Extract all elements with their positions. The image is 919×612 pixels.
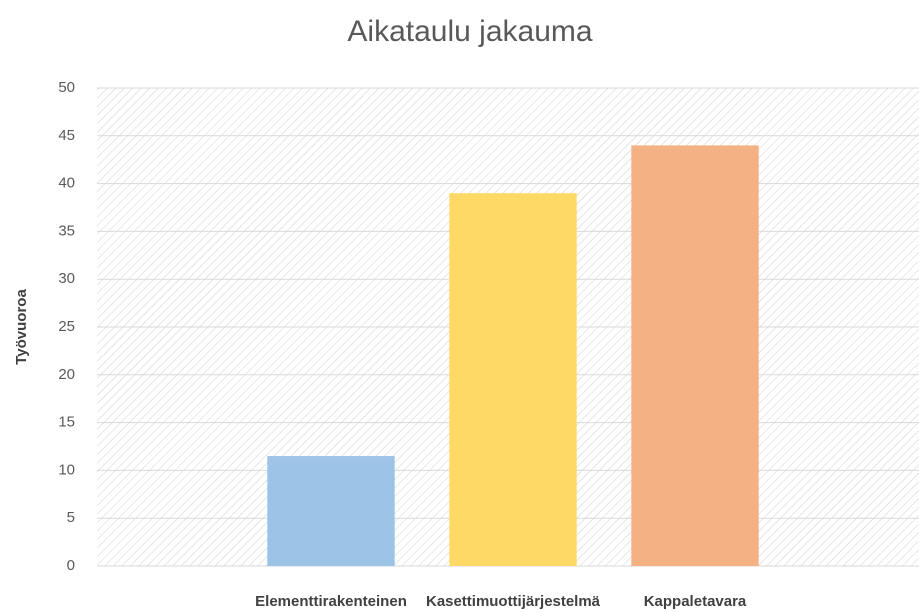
y-tick-label: 20: [58, 366, 75, 383]
y-tick-label: 5: [67, 509, 75, 526]
y-tick-label: 45: [58, 127, 75, 144]
y-tick-label: 50: [58, 79, 75, 96]
x-tick-label: Kasettimuottijärjestelmä: [426, 593, 601, 610]
y-tick-label: 10: [58, 461, 75, 478]
y-tick-label: 35: [58, 222, 75, 239]
chart-title: Aikataulu jakauma: [347, 15, 592, 48]
x-tick-label: Elementtirakenteinen: [255, 593, 407, 610]
x-tick-label: Kappaletavara: [644, 593, 747, 610]
y-axis-label: Työvuoroa: [13, 289, 30, 365]
bar: [267, 456, 395, 566]
y-tick-label: 40: [58, 175, 75, 192]
bar: [449, 193, 577, 566]
y-tick-label: 15: [58, 414, 75, 431]
y-tick-label: 30: [58, 270, 75, 287]
y-tick-label: 25: [58, 318, 75, 335]
bar: [631, 145, 759, 567]
y-tick-label: 0: [67, 557, 75, 574]
